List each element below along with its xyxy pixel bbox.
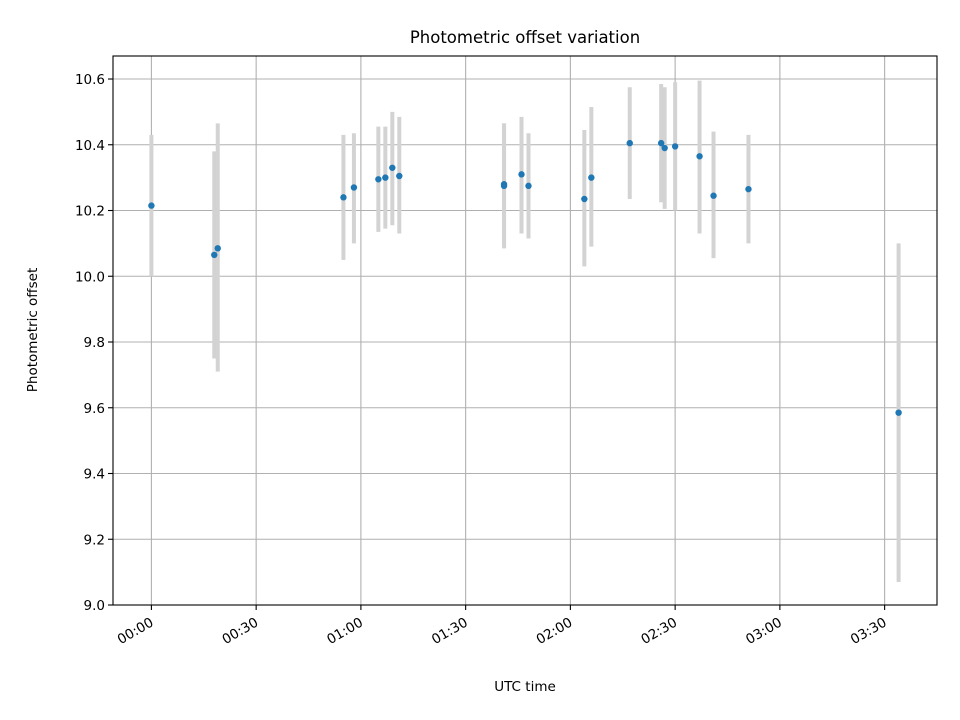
y-tick-label: 9.0: [84, 598, 105, 614]
data-point: [710, 192, 717, 199]
y-tick-label: 10.0: [75, 269, 105, 285]
data-point: [588, 174, 595, 181]
y-axis-ticks: 9.0 9.2 9.4 9.6 9.8 10.0 10.2 10.4 10.6: [75, 72, 113, 614]
chart-title: Photometric offset variation: [410, 28, 640, 47]
data-point: [661, 144, 668, 152]
data-point: [581, 195, 588, 203]
plot-frame: [112, 55, 938, 606]
y-tick-label: 10.4: [75, 138, 105, 154]
data-point: [340, 194, 347, 201]
data-point: [696, 153, 703, 160]
data-point: [382, 174, 389, 181]
y-tick-label: 10.6: [75, 72, 105, 88]
x-axis-label: UTC time: [494, 679, 556, 695]
data-point: [211, 251, 218, 259]
data-point: [350, 184, 358, 191]
data-point: [389, 164, 396, 171]
data-point: [895, 409, 902, 416]
y-tick-label: 9.6: [84, 401, 105, 417]
data-point: [396, 172, 403, 180]
data-point: [525, 182, 532, 190]
data-point: [745, 185, 752, 193]
y-tick-label: 10.2: [75, 204, 105, 220]
data-point: [671, 143, 679, 150]
data-point: [375, 176, 382, 183]
y-tick-label: 9.8: [84, 335, 105, 351]
y-tick-label: 9.4: [84, 467, 105, 483]
data-point: [214, 245, 221, 252]
data-point: [626, 139, 633, 147]
data-point: [148, 202, 155, 209]
data-points: [148, 139, 902, 416]
data-point: [657, 139, 665, 147]
data-point: [500, 181, 508, 188]
y-axis-label: Photometric offset: [25, 268, 41, 392]
y-tick-label: 9.2: [84, 532, 105, 548]
data-point: [518, 171, 525, 178]
